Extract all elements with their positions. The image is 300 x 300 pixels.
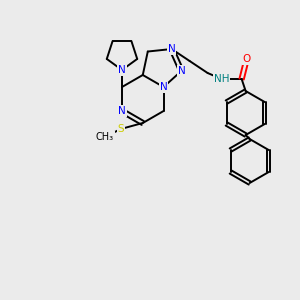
Text: N: N	[118, 65, 126, 75]
Text: NH: NH	[214, 74, 230, 84]
Text: N: N	[168, 44, 176, 54]
Text: S: S	[118, 124, 124, 134]
Text: N: N	[178, 66, 185, 76]
Text: N: N	[118, 106, 126, 116]
Text: O: O	[242, 54, 251, 64]
Text: CH₃: CH₃	[96, 132, 114, 142]
Text: N: N	[160, 82, 167, 92]
